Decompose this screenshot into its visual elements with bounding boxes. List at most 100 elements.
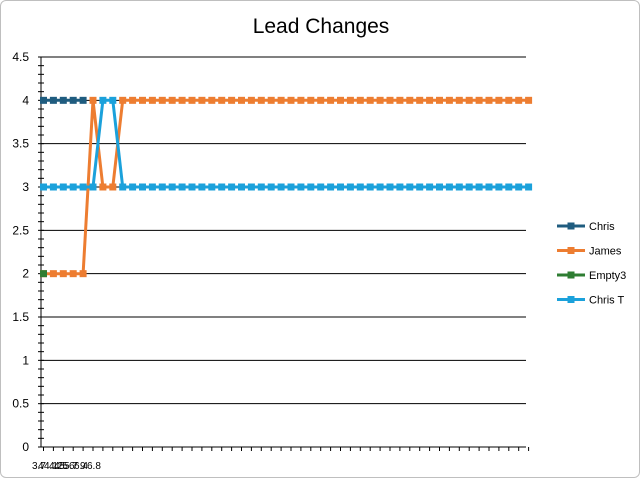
y-tick-label: 3 [22, 180, 29, 194]
legend-marker [567, 271, 575, 279]
series-chris [40, 96, 87, 104]
data-point [109, 183, 117, 191]
data-point [426, 96, 434, 104]
data-point [188, 96, 196, 104]
series-chris-t [40, 96, 533, 191]
data-point [59, 270, 67, 278]
data-point [406, 96, 414, 104]
data-point [396, 183, 404, 191]
data-point [228, 96, 236, 104]
legend: Chris James Empty3 Chris T [557, 221, 626, 307]
data-point [426, 183, 434, 191]
data-point [198, 96, 206, 104]
data-point [376, 183, 384, 191]
data-point [475, 96, 483, 104]
y-tick-label: 4 [22, 93, 29, 107]
data-point [346, 96, 354, 104]
data-point [40, 96, 47, 104]
data-point [307, 96, 315, 104]
chart-title: Lead Changes [253, 15, 390, 38]
data-point [228, 183, 236, 191]
data-point [59, 96, 67, 104]
legend-label: Empty3 [589, 270, 626, 282]
data-point [69, 183, 77, 191]
data-point [525, 183, 533, 191]
data-point [495, 96, 503, 104]
data-point [277, 96, 285, 104]
axes: 00.511.522.533.544.53.74 4.14.24.55 5.76 6.… [12, 50, 530, 472]
y-tick-label: 2.5 [12, 223, 29, 237]
data-point [465, 96, 473, 104]
data-point [445, 183, 453, 191]
y-tick-label: 1.5 [12, 310, 29, 324]
data-point [455, 96, 463, 104]
data-point [198, 183, 206, 191]
data-point [109, 96, 117, 104]
x-tick-label: 5.7 [64, 461, 78, 472]
data-point [79, 270, 87, 278]
data-point [416, 183, 424, 191]
data-point [158, 96, 166, 104]
data-point [148, 96, 156, 104]
data-point [238, 96, 245, 104]
y-tick-label: 4.5 [12, 50, 29, 64]
data-point [505, 96, 513, 104]
data-point [218, 96, 226, 104]
data-point [208, 183, 216, 191]
data-point [267, 96, 275, 104]
data-point [49, 183, 57, 191]
x-tick-label: 6 [69, 461, 75, 472]
data-point [327, 183, 335, 191]
data-point [257, 183, 265, 191]
data-point [445, 96, 453, 104]
data-point [475, 183, 483, 191]
legend-label: Chris [589, 221, 615, 233]
data-point [525, 96, 533, 104]
data-point [139, 183, 146, 191]
x-tick-label: 4.1 [44, 461, 58, 472]
data-point [297, 96, 305, 104]
data-point [188, 183, 196, 191]
x-tick-label: 3.7 [32, 461, 46, 472]
legend-marker [567, 247, 575, 254]
data-point [297, 183, 305, 191]
data-point [366, 96, 374, 104]
data-point [168, 183, 176, 191]
data-point [485, 183, 493, 191]
data-point [455, 183, 463, 191]
data-point [327, 96, 335, 104]
legend-item: Chris [557, 221, 615, 233]
data-point [89, 183, 97, 191]
data-point [307, 183, 315, 191]
x-tick-label: 6.8 [87, 461, 101, 472]
data-point [277, 183, 285, 191]
data-point [99, 96, 107, 104]
y-tick-label: 0.5 [12, 397, 29, 411]
legend-item: Chris T [557, 295, 625, 307]
x-tick-label: 4.2 [49, 461, 63, 472]
data-point [287, 183, 295, 191]
x-tick-label: 9 [80, 461, 86, 472]
data-point [436, 183, 443, 191]
data-point [99, 183, 107, 191]
legend-label: Chris T [589, 295, 625, 307]
series-lines [40, 96, 533, 278]
data-point [287, 96, 295, 104]
data-point [148, 183, 156, 191]
data-point [59, 183, 67, 191]
data-point [505, 183, 513, 191]
data-point [317, 183, 325, 191]
data-point [515, 96, 523, 104]
data-point [317, 96, 325, 104]
legend-marker [567, 222, 575, 230]
data-point [337, 183, 344, 191]
data-point [485, 96, 493, 104]
x-tick-label: 6.4 [74, 461, 88, 472]
data-point [49, 96, 57, 104]
data-point [247, 96, 255, 104]
legend-label: James [589, 246, 622, 258]
data-point [89, 96, 97, 104]
data-point [119, 183, 127, 191]
series-empty3 [40, 270, 47, 278]
